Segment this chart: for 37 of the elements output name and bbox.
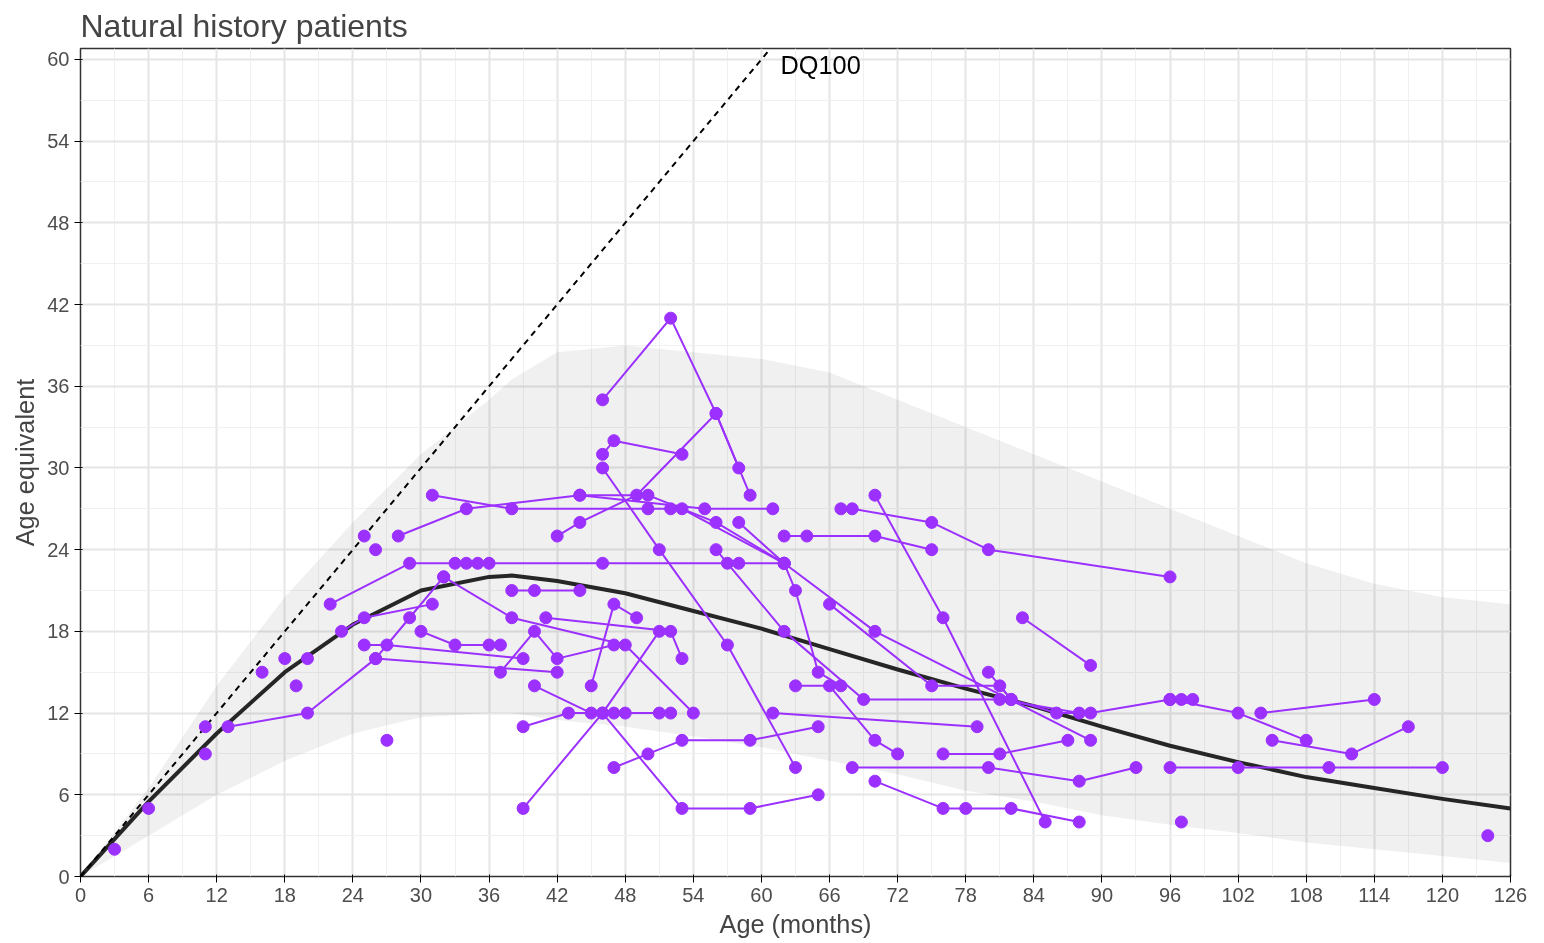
y-tick-label: 18 — [47, 620, 70, 643]
x-tick-label: 120 — [1425, 883, 1460, 906]
x-tick-label: 12 — [205, 883, 228, 906]
y-tick-label: 36 — [47, 375, 70, 398]
x-tick-label: 84 — [1022, 883, 1045, 906]
x-tick-label: 24 — [341, 883, 365, 906]
y-axis-title: Age equivalent — [11, 378, 40, 547]
x-tick-label: 114 — [1358, 883, 1391, 906]
x-tick-label: 48 — [614, 883, 637, 906]
y-tick-label: 42 — [47, 293, 70, 316]
x-tick-label: 42 — [546, 883, 569, 906]
x-tick-label: 0 — [74, 883, 87, 906]
x-tick-label: 54 — [682, 883, 705, 906]
chart-title: Natural history patients — [80, 7, 408, 44]
x-tick-label: 60 — [750, 883, 773, 906]
y-tick-label: 6 — [58, 783, 70, 806]
x-tick-label: 6 — [143, 883, 155, 906]
x-tick-label: 108 — [1289, 883, 1323, 906]
x-axis-title: Age (months) — [719, 909, 872, 938]
x-tick-label: 66 — [818, 883, 841, 906]
x-tick-label: 126 — [1493, 883, 1528, 906]
x-tick-label: 30 — [409, 883, 433, 906]
x-tick-label: 36 — [477, 883, 501, 906]
x-tick-label: 78 — [954, 883, 977, 906]
y-tick-label: 48 — [47, 211, 70, 234]
x-tick-label: 72 — [886, 883, 909, 906]
y-tick-label: 12 — [47, 702, 70, 725]
y-tick-label: 54 — [47, 130, 70, 153]
x-tick-label: 96 — [1158, 883, 1182, 906]
y-tick-label: 24 — [47, 538, 70, 561]
y-tick-label: 30 — [47, 456, 70, 479]
y-tick-label: 0 — [58, 865, 70, 888]
x-tick-label: 90 — [1090, 883, 1114, 906]
x-tick-label: 102 — [1221, 883, 1255, 906]
series-label: DQ100 — [780, 50, 861, 79]
x-tick-label: 18 — [273, 883, 296, 906]
y-tick-label: 60 — [47, 48, 70, 71]
